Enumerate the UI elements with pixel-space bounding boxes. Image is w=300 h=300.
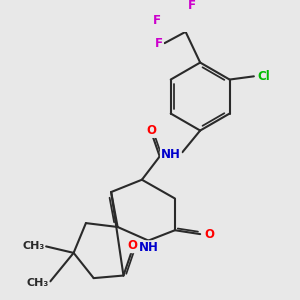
Text: O: O (147, 124, 157, 137)
Text: NH: NH (139, 241, 159, 254)
Text: F: F (188, 0, 196, 12)
Text: F: F (153, 14, 161, 27)
Text: O: O (204, 228, 214, 241)
Text: Cl: Cl (258, 70, 271, 83)
Text: NH: NH (161, 148, 181, 161)
Text: F: F (155, 37, 163, 50)
Text: CH₃: CH₃ (22, 242, 44, 251)
Text: O: O (128, 239, 137, 252)
Text: CH₃: CH₃ (26, 278, 49, 288)
